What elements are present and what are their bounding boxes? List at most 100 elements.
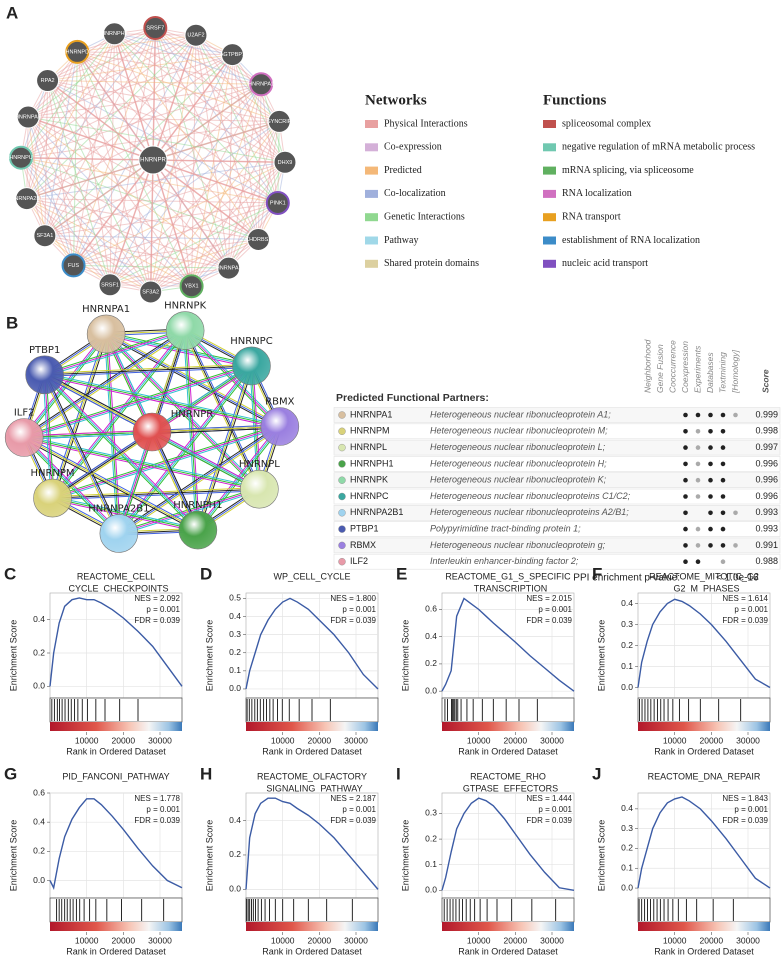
x-tick-label: 20000 xyxy=(308,735,332,745)
score: 0.988 xyxy=(755,556,778,566)
table-row xyxy=(333,504,781,521)
score: 0.993 xyxy=(755,507,778,517)
column-header: Gene Fusion xyxy=(655,344,665,393)
annotation: NES = 1.843 xyxy=(722,794,768,803)
panel-label: E xyxy=(396,564,407,583)
node-label: KHDRBS1 xyxy=(245,237,271,243)
node xyxy=(61,253,86,278)
edge xyxy=(228,162,286,269)
node-label: HNRNPD xyxy=(66,49,90,55)
evidence-dot xyxy=(720,461,726,467)
rank-bar xyxy=(50,922,182,931)
node-label: ILF2 xyxy=(14,407,35,418)
legend-label: Predicted xyxy=(384,165,422,176)
annotation: NES = 1.778 xyxy=(134,794,180,803)
edge xyxy=(109,267,229,286)
node-label: HNRNPA1 xyxy=(248,82,274,88)
evidence-dot xyxy=(720,494,726,499)
edge xyxy=(47,54,233,82)
edge xyxy=(113,33,152,293)
x-tick-label: 20000 xyxy=(112,935,136,945)
chart-title: REACTOME_OLFACTORY xyxy=(257,771,367,781)
protein-description: Polypyrimidine tract-binding protein 1; xyxy=(430,523,581,533)
edge xyxy=(53,334,109,499)
node-label: HNRNPAB xyxy=(15,114,42,120)
edge xyxy=(155,27,262,85)
y-tick-label: 0.0 xyxy=(229,884,241,894)
x-tick-label: 10000 xyxy=(271,935,295,945)
edge xyxy=(184,330,260,490)
edge xyxy=(113,33,259,240)
annotation: FDR = 0.039 xyxy=(526,816,572,825)
y-tick-label: 0.4 xyxy=(33,614,45,624)
protein-name: HNRNPH1 xyxy=(350,458,394,468)
edge xyxy=(26,83,262,200)
chart-title: REACTOME_CELL xyxy=(77,571,155,581)
enrichment-curve xyxy=(49,798,183,890)
y-tick-label: 0.2 xyxy=(33,647,45,657)
rank-bar xyxy=(50,722,182,731)
legend-swatch xyxy=(543,236,556,245)
y-tick-label: 0.6 xyxy=(33,787,45,797)
protein-name: RBMX xyxy=(350,540,376,550)
y-tick-label: 0.1 xyxy=(229,665,241,675)
table-row xyxy=(333,439,781,456)
y-axis-label: Enrichment Score xyxy=(204,820,214,892)
node-label: SRSF7 xyxy=(146,25,164,31)
evidence-dot xyxy=(695,412,701,418)
chart-title: REACTOME_DNA_REPAIR xyxy=(648,771,761,781)
edge xyxy=(151,432,259,492)
edge xyxy=(27,34,197,118)
row-icon xyxy=(338,492,346,501)
annotation: FDR = 0.039 xyxy=(526,616,572,625)
edges xyxy=(22,328,282,536)
x-tick-label: 10000 xyxy=(467,735,491,745)
y-tick-label: 0.0 xyxy=(33,875,45,885)
rank-bar xyxy=(246,722,378,731)
column-header: Experiments xyxy=(692,345,702,393)
edge xyxy=(23,437,199,531)
x-axis-label: Rank in Ordered Dataset xyxy=(262,946,362,956)
protein-name: ILF2 xyxy=(350,556,368,566)
legend-swatch xyxy=(543,143,556,152)
annotation: FDR = 0.039 xyxy=(722,616,768,625)
footer-value: < 1.0e-16 xyxy=(716,573,759,584)
y-tick-label: 0.0 xyxy=(425,885,437,895)
y-tick-label: 0.2 xyxy=(229,647,241,657)
edge xyxy=(117,424,280,533)
annotation: p = 0.001 xyxy=(734,605,768,614)
node-label: HNRNPA3 xyxy=(216,266,242,272)
evidence-dot xyxy=(683,559,688,564)
edge xyxy=(51,430,152,498)
edge xyxy=(47,27,156,82)
edge xyxy=(152,427,280,435)
edge xyxy=(231,54,259,240)
edge xyxy=(44,367,252,377)
y-tick-label: 0.2 xyxy=(425,658,437,668)
node xyxy=(273,150,297,174)
chart-title: PID_FANCONI_PATHWAY xyxy=(62,771,169,781)
x-tick-label: 30000 xyxy=(344,735,368,745)
edge xyxy=(44,235,151,293)
y-tick-label: 0.3 xyxy=(621,823,633,833)
row-icon xyxy=(338,525,346,533)
center-node xyxy=(138,145,168,175)
edge xyxy=(73,264,192,287)
chart-title: _SIGNALING_PATHWAY xyxy=(260,783,362,793)
edge xyxy=(109,27,156,285)
edge xyxy=(24,331,187,440)
evidence-dot xyxy=(720,445,726,450)
node-label: HNRNPA2B1 xyxy=(10,196,43,202)
edge xyxy=(76,51,111,285)
edge xyxy=(44,372,281,426)
edge xyxy=(24,435,199,530)
legend-title: Networks xyxy=(365,92,427,108)
annotation: FDR = 0.039 xyxy=(134,816,180,825)
edge xyxy=(52,431,153,499)
footer-label: PPI enrichment p-value: xyxy=(573,573,680,584)
node-label: YBX1 xyxy=(185,284,199,290)
edge xyxy=(150,35,197,293)
protein-description: Heterogeneous nuclear ribonucleoprotein … xyxy=(430,540,606,550)
evidence-dot xyxy=(695,445,701,450)
enrichment-curve xyxy=(637,796,771,889)
